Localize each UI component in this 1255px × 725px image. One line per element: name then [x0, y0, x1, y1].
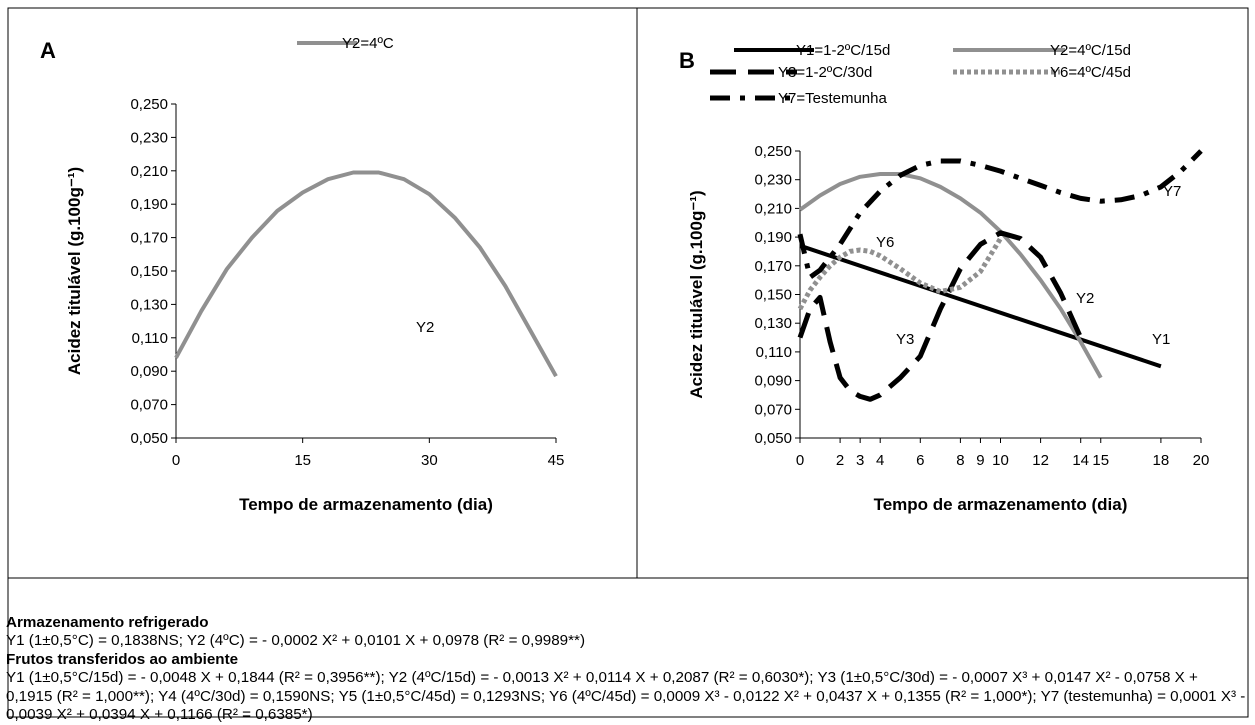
y-tick-label: 0,190 — [130, 196, 168, 213]
caption-heading-refrigerated: Armazenamento refrigerado — [6, 614, 209, 631]
y-tick-label: 0,230 — [754, 172, 792, 189]
caption-ambient-equations: Y1 (1±0,5°C/15d) = - 0,0048 X + 0,1844 (… — [6, 669, 1246, 724]
series-label-y6: Y6 — [876, 234, 894, 251]
x-tick-label: 30 — [421, 452, 438, 469]
x-tick-label: 0 — [796, 452, 804, 469]
x-tick-label: 4 — [876, 452, 884, 469]
x-tick-label: 18 — [1153, 452, 1170, 469]
y-tick-label: 0,050 — [754, 430, 792, 447]
caption: Armazenamento refrigerado Y1 (1±0,5°C) =… — [6, 614, 1246, 724]
series-label-y2: Y2 — [416, 319, 434, 336]
x-tick-label: 45 — [548, 452, 565, 469]
panel-b-letter: B — [679, 48, 695, 73]
legend-b-y3-label: Y3=1-2ºC/30d — [778, 64, 872, 81]
series-label-y1: Y1 — [1152, 331, 1170, 348]
y-axis-label: Acidez titulável (g.100g⁻¹) — [687, 190, 706, 398]
caption-refrigerated-equations: Y1 (1±0,5°C) = 0,1838NS; Y2 (4ºC) = - 0,… — [6, 632, 586, 650]
series-line-y2 — [798, 172, 1103, 379]
y-axis-label: Acidez titulável (g.100g⁻¹) — [65, 167, 84, 375]
y-tick-label: 0,250 — [754, 143, 792, 160]
y-tick-label: 0,190 — [754, 229, 792, 246]
series-line-y6 — [797, 237, 1003, 311]
series-line-y7 — [797, 149, 1203, 280]
y-tick-label: 0,050 — [130, 430, 168, 447]
y-tick-label: 0,130 — [130, 296, 168, 313]
panel-a: A Y2=4ºC 0,050 0,070 0,090 0,110 0,130 0,150 0,1… — [40, 35, 564, 514]
series-line-y3 — [797, 230, 1083, 402]
y-tick-label: 0,090 — [130, 363, 168, 380]
y-tick-label: 0,110 — [132, 330, 168, 347]
panel-a-letter: A — [40, 38, 56, 63]
y-tick-label: 0,210 — [754, 200, 792, 217]
legend-b-y1-label: Y1=1-2ºC/15d — [796, 42, 890, 59]
y-tick-label: 0,090 — [754, 373, 792, 390]
panel-b: B Y1=1-2ºC/15d Y2=4ºC/15d Y3=1-2ºC/30d Y6=4º… — [679, 42, 1209, 514]
x-tick-label: 9 — [976, 452, 984, 469]
x-tick-label: 6 — [916, 452, 924, 469]
x-tick-label: 12 — [1032, 452, 1049, 469]
series-line-y2 — [174, 170, 558, 378]
legend-b-y6-label: Y6=4ºC/45d — [1050, 64, 1131, 81]
x-tick-label: 3 — [856, 452, 864, 469]
y-tick-label: 0,070 — [130, 397, 168, 414]
y-tick-label: 0,210 — [130, 163, 168, 180]
y-tick-label: 0,130 — [754, 315, 792, 332]
x-tick-label: 8 — [956, 452, 964, 469]
y-tick-label: 0,150 — [130, 263, 168, 280]
x-tick-label: 14 — [1072, 452, 1089, 469]
x-tick-label: 0 — [172, 452, 180, 469]
x-axis-label: Tempo de armazenamento (dia) — [874, 495, 1128, 514]
caption-heading-ambient: Frutos transferidos ao ambiente — [6, 650, 239, 668]
x-tick-label: 10 — [992, 452, 1009, 469]
series-label-y3: Y3 — [896, 331, 914, 348]
x-tick-label: 15 — [294, 452, 311, 469]
x-tick-label: 20 — [1193, 452, 1210, 469]
x-tick-label: 2 — [836, 452, 844, 469]
series-line-y1 — [799, 243, 1162, 369]
y-tick-label: 0,110 — [756, 344, 792, 361]
y-tick-label: 0,170 — [130, 230, 168, 247]
x-tick-label: 15 — [1092, 452, 1109, 469]
series-label-y7: Y7 — [1163, 183, 1181, 200]
y-tick-label: 0,170 — [754, 258, 792, 275]
figure-frame — [7, 7, 1249, 718]
legend-b-y2-label: Y2=4ºC/15d — [1050, 42, 1131, 59]
y-tick-label: 0,230 — [130, 129, 168, 146]
legend-a-y2-label: Y2=4ºC — [342, 35, 394, 52]
series-label-y2: Y2 — [1076, 290, 1094, 307]
y-tick-label: 0,070 — [754, 401, 792, 418]
legend-b-y7-label: Y7=Testemunha — [778, 90, 887, 107]
y-tick-label: 0,250 — [130, 96, 168, 113]
x-axis-label: Tempo de armazenamento (dia) — [239, 495, 493, 514]
y-tick-label: 0,150 — [754, 287, 792, 304]
